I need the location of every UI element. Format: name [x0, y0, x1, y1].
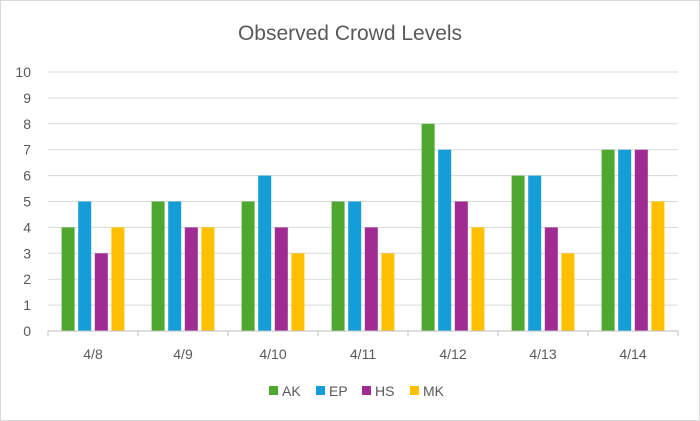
bar-ep-4-13 [528, 175, 542, 331]
x-tick-label: 4/13 [529, 346, 556, 362]
bar-ak-4-11 [331, 201, 345, 331]
bar-ep-4-11 [348, 201, 362, 331]
legend-swatch-ep [316, 386, 325, 395]
y-tick-label: 1 [23, 297, 31, 313]
bar-mk-4-12 [471, 227, 485, 331]
legend-label-mk: MK [423, 383, 445, 399]
x-tick-label: 4/11 [350, 346, 376, 362]
bar-ep-4-9 [168, 201, 182, 331]
y-tick-label: 0 [23, 323, 31, 339]
y-tick-label: 10 [15, 64, 31, 80]
bar-mk-4-9 [201, 227, 215, 331]
y-tick-label: 7 [23, 142, 31, 158]
x-tick-label: 4/8 [83, 346, 103, 362]
bar-hs-4-9 [184, 227, 198, 331]
bar-hs-4-11 [364, 227, 378, 331]
bar-mk-4-14 [651, 201, 665, 331]
bar-ep-4-12 [438, 149, 452, 331]
y-tick-label: 3 [23, 245, 31, 261]
bar-hs-4-13 [544, 227, 558, 331]
y-tick-label: 5 [23, 194, 31, 210]
bar-mk-4-13 [561, 253, 575, 331]
bar-ak-4-13 [511, 175, 525, 331]
bar-hs-4-14 [634, 149, 648, 331]
bar-ep-4-8 [78, 201, 92, 331]
y-tick-label: 6 [23, 168, 31, 184]
bar-ak-4-12 [421, 123, 435, 331]
bar-hs-4-8 [94, 253, 108, 331]
legend-swatch-hs [362, 386, 371, 395]
bar-mk-4-8 [111, 227, 125, 331]
y-tick-label: 4 [23, 219, 31, 235]
y-tick-label: 2 [23, 271, 31, 287]
bar-ak-4-8 [61, 227, 75, 331]
chart-title: Observed Crowd Levels [238, 22, 462, 45]
y-tick-label: 9 [23, 90, 31, 106]
bar-mk-4-10 [291, 253, 305, 331]
legend-swatch-mk [410, 386, 419, 395]
bar-ep-4-14 [618, 149, 632, 331]
legend-label-ep: EP [329, 383, 348, 399]
x-tick-label: 4/12 [439, 346, 466, 362]
bar-mk-4-11 [381, 253, 395, 331]
bar-ep-4-10 [258, 175, 272, 331]
x-tick-label: 4/10 [259, 346, 286, 362]
y-tick-label: 8 [23, 116, 31, 132]
bar-hs-4-12 [454, 201, 468, 331]
legend-swatch-ak [269, 386, 278, 395]
x-tick-label: 4/9 [173, 346, 193, 362]
legend-label-hs: HS [375, 383, 394, 399]
x-tick-label: 4/14 [619, 346, 646, 362]
bar-ak-4-14 [601, 149, 615, 331]
bar-hs-4-10 [274, 227, 288, 331]
bar-ak-4-10 [241, 201, 255, 331]
bar-ak-4-9 [151, 201, 165, 331]
legend-label-ak: AK [282, 383, 301, 399]
